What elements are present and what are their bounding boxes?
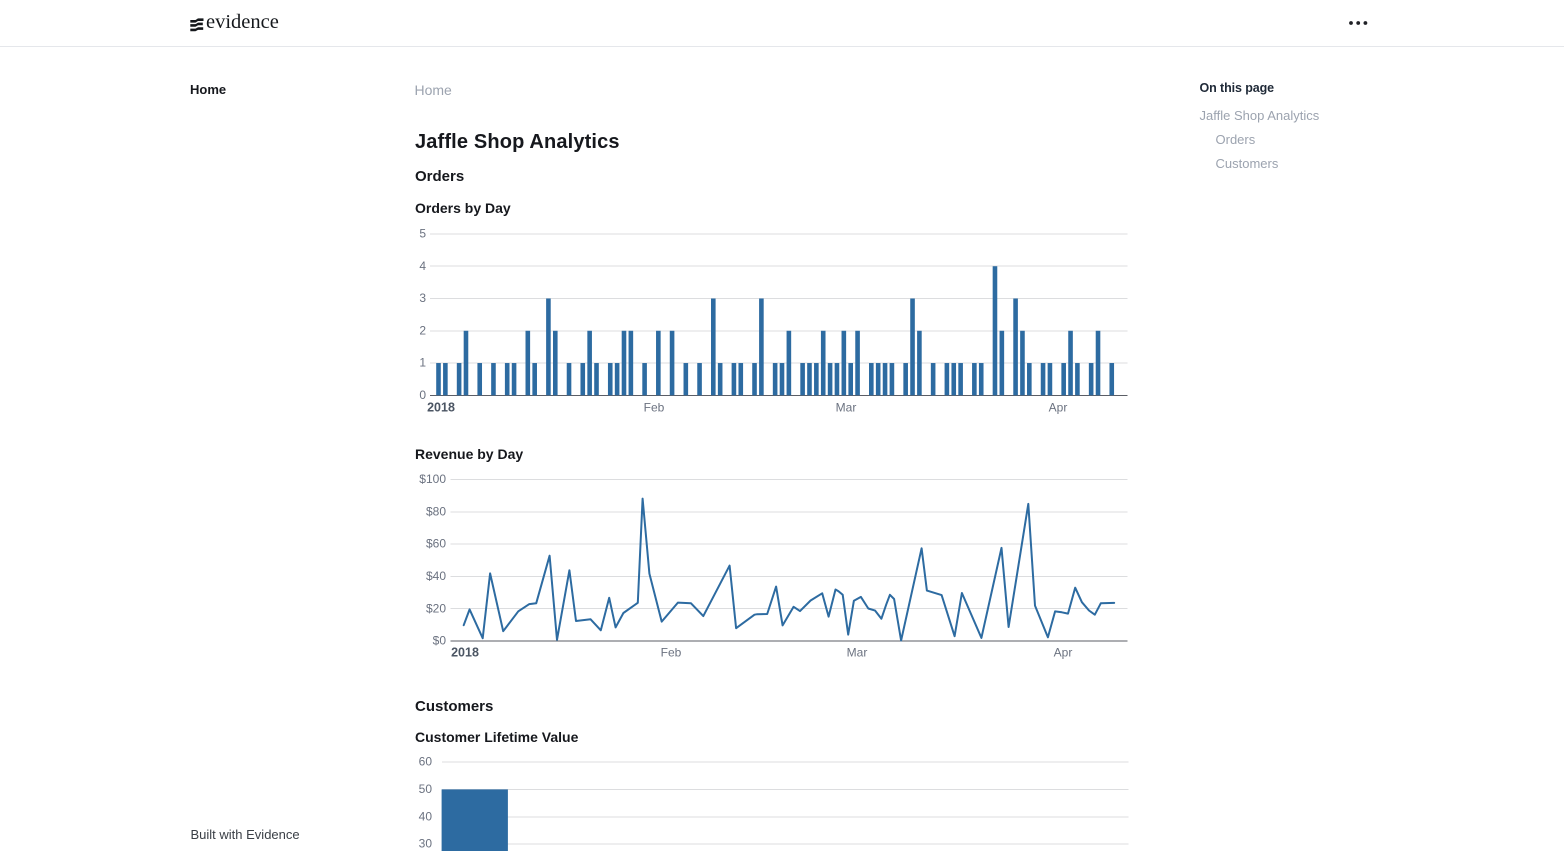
svg-text:$80: $80 bbox=[426, 504, 446, 518]
svg-text:3: 3 bbox=[419, 291, 426, 305]
svg-text:5: 5 bbox=[419, 227, 426, 241]
svg-text:$100: $100 bbox=[419, 472, 446, 486]
svg-text:Feb: Feb bbox=[661, 646, 682, 660]
svg-text:0: 0 bbox=[419, 388, 426, 402]
svg-text:40: 40 bbox=[419, 809, 433, 823]
svg-text:$20: $20 bbox=[426, 601, 446, 615]
svg-text:2018: 2018 bbox=[451, 646, 479, 660]
svg-text:30: 30 bbox=[419, 836, 433, 850]
svg-text:60: 60 bbox=[419, 755, 433, 769]
svg-text:Feb: Feb bbox=[644, 400, 665, 414]
svg-text:$60: $60 bbox=[426, 537, 446, 551]
svg-text:Mar: Mar bbox=[847, 646, 868, 660]
svg-text:2018: 2018 bbox=[427, 400, 455, 414]
svg-text:$40: $40 bbox=[426, 569, 446, 583]
svg-text:Apr: Apr bbox=[1049, 400, 1068, 414]
svg-text:50: 50 bbox=[419, 782, 433, 796]
svg-text:4: 4 bbox=[419, 259, 426, 273]
svg-text:Mar: Mar bbox=[836, 400, 857, 414]
svg-text:Apr: Apr bbox=[1054, 646, 1073, 660]
svg-text:2: 2 bbox=[419, 323, 426, 337]
svg-text:$0: $0 bbox=[433, 634, 447, 648]
svg-text:1: 1 bbox=[419, 356, 426, 370]
